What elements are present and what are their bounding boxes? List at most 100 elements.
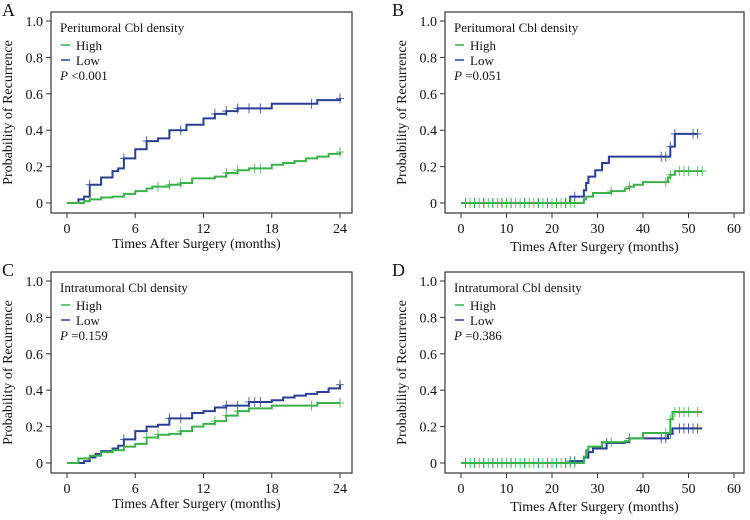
censor-mark-high bbox=[256, 163, 265, 174]
legend-label-low: Low bbox=[470, 313, 494, 328]
km-curve-high bbox=[67, 401, 340, 464]
censor-mark-high bbox=[222, 410, 231, 421]
legend-title: Intratumoral Cbl density bbox=[60, 280, 188, 295]
censor-mark-low bbox=[176, 413, 185, 424]
y-tick-label: 0.6 bbox=[420, 88, 438, 103]
y-tick-label: 0.2 bbox=[420, 421, 438, 436]
censor-mark-low bbox=[666, 141, 675, 152]
x-tick-label: 0 bbox=[64, 482, 71, 497]
censor-mark-low bbox=[256, 103, 265, 114]
censor-mark-high bbox=[336, 147, 344, 158]
x-tick-label: 30 bbox=[591, 482, 605, 497]
km-curve-low bbox=[461, 132, 698, 204]
x-tick-label: 6 bbox=[132, 482, 139, 497]
censor-mark-high bbox=[307, 400, 316, 411]
censor-mark-high bbox=[684, 166, 693, 177]
censor-mark-high bbox=[165, 179, 174, 190]
censor-mark-high bbox=[154, 429, 162, 440]
y-tick-label: 0.6 bbox=[420, 348, 438, 363]
x-tick-label: 0 bbox=[64, 222, 71, 237]
x-axis-label: Times After Surgery (months) bbox=[510, 500, 679, 515]
legend-title: Peritumoral Cbl density bbox=[60, 20, 185, 35]
y-tick-label: 0.8 bbox=[26, 51, 44, 66]
x-tick-label: 0 bbox=[458, 222, 465, 237]
plot-frame bbox=[50, 271, 353, 474]
censor-mark-high bbox=[607, 186, 616, 197]
x-tick-label: 12 bbox=[197, 482, 211, 497]
km-curve-low bbox=[67, 98, 341, 204]
x-tick-label: 30 bbox=[591, 222, 605, 237]
censor-mark-high bbox=[176, 177, 185, 188]
censor-mark-low bbox=[693, 128, 702, 139]
panel-label: A bbox=[2, 0, 15, 20]
censor-mark-low bbox=[336, 379, 344, 390]
legend-label-high: High bbox=[470, 38, 497, 53]
x-tick-label: 18 bbox=[265, 482, 279, 497]
censor-mark-low bbox=[245, 103, 253, 114]
x-tick-label: 40 bbox=[636, 482, 650, 497]
y-tick-label: 0.8 bbox=[420, 311, 438, 326]
censor-mark-low bbox=[119, 153, 128, 164]
y-tick-label: 0.6 bbox=[26, 348, 44, 363]
p-value: P =0.051 bbox=[453, 68, 502, 83]
censor-mark-high bbox=[625, 181, 634, 192]
censor-mark-high bbox=[570, 198, 579, 208]
x-tick-label: 20 bbox=[545, 482, 559, 497]
x-tick-label: 0 bbox=[458, 482, 465, 497]
x-tick-label: 40 bbox=[636, 222, 650, 237]
y-tick-label: 0 bbox=[430, 197, 437, 212]
y-tick-label: 1.0 bbox=[26, 15, 44, 30]
x-tick-label: 12 bbox=[197, 222, 211, 237]
plot-frame bbox=[444, 11, 745, 214]
y-axis-label: Probability of Recurrence bbox=[1, 300, 16, 445]
censor-mark-low bbox=[210, 108, 219, 119]
x-tick-label: 10 bbox=[500, 222, 514, 237]
x-axis-label: Times After Surgery (months) bbox=[112, 497, 281, 512]
legend-label-high: High bbox=[76, 298, 103, 313]
censor-mark-high bbox=[222, 167, 231, 178]
y-axis-label: Probability of Recurrence bbox=[395, 300, 410, 445]
censor-mark-high bbox=[693, 407, 702, 418]
censor-mark-low bbox=[256, 397, 265, 408]
p-value: P =0.386 bbox=[453, 328, 502, 343]
km-curve-high bbox=[67, 152, 341, 204]
x-tick-label: 50 bbox=[682, 482, 696, 497]
censor-mark-low bbox=[693, 423, 702, 434]
censor-mark-high bbox=[336, 397, 344, 408]
censor-mark-high bbox=[176, 426, 185, 437]
y-tick-label: 0.4 bbox=[26, 384, 44, 399]
panel-B: B 0 0.2 0.4 0.6 0.8 1.0 0 10 20 30 40 50 60 Times Afte… bbox=[392, 0, 745, 255]
panel-label: D bbox=[392, 260, 405, 280]
x-axis-label: Times After Surgery (months) bbox=[112, 237, 281, 252]
censor-mark-low bbox=[85, 179, 94, 190]
censor-mark-high bbox=[698, 166, 707, 177]
y-axis-label: Probability of Recurrence bbox=[395, 40, 410, 185]
y-tick-label: 0.8 bbox=[420, 51, 438, 66]
x-tick-label: 50 bbox=[682, 222, 696, 237]
y-tick-label: 0.4 bbox=[420, 124, 438, 139]
y-tick-label: 1.0 bbox=[26, 275, 44, 290]
x-tick-label: 6 bbox=[132, 222, 139, 237]
censor-mark-low bbox=[142, 136, 151, 147]
x-tick-label: 18 bbox=[265, 222, 279, 237]
x-tick-label: 60 bbox=[727, 222, 741, 237]
censor-mark-high bbox=[684, 407, 693, 418]
y-tick-label: 0.4 bbox=[26, 124, 44, 139]
x-tick-label: 24 bbox=[333, 482, 347, 497]
censor-mark-high bbox=[233, 165, 242, 176]
plot-frame bbox=[444, 271, 745, 474]
censor-mark-high bbox=[607, 437, 616, 448]
censor-mark-high bbox=[142, 432, 151, 443]
p-value: P <0.001 bbox=[59, 68, 108, 83]
y-tick-label: 0.4 bbox=[420, 384, 438, 399]
y-tick-label: 0.2 bbox=[26, 161, 44, 176]
censor-mark-high bbox=[154, 181, 162, 192]
censor-mark-low bbox=[119, 434, 128, 445]
censor-mark-high bbox=[233, 406, 242, 417]
panel-D: D 0 0.2 0.4 0.6 0.8 1.0 0 10 20 30 40 50 60 Times Afte… bbox=[392, 260, 745, 515]
y-axis-label: Probability of Recurrence bbox=[1, 40, 16, 185]
censor-mark-high bbox=[661, 427, 670, 438]
censor-mark-low bbox=[233, 103, 242, 114]
y-tick-label: 0.2 bbox=[26, 421, 44, 436]
